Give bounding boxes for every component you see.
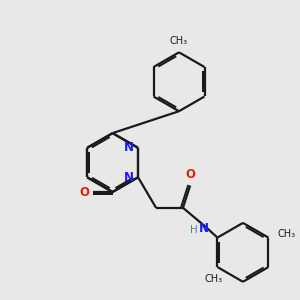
Text: O: O [186,167,196,181]
Text: N: N [124,141,134,154]
Text: CH₃: CH₃ [278,229,296,239]
Text: N: N [124,171,134,184]
Text: CH₃: CH₃ [204,274,222,284]
Text: H: H [190,225,197,235]
Text: O: O [79,185,89,199]
Text: CH₃: CH₃ [170,36,188,46]
Text: N: N [199,222,209,235]
